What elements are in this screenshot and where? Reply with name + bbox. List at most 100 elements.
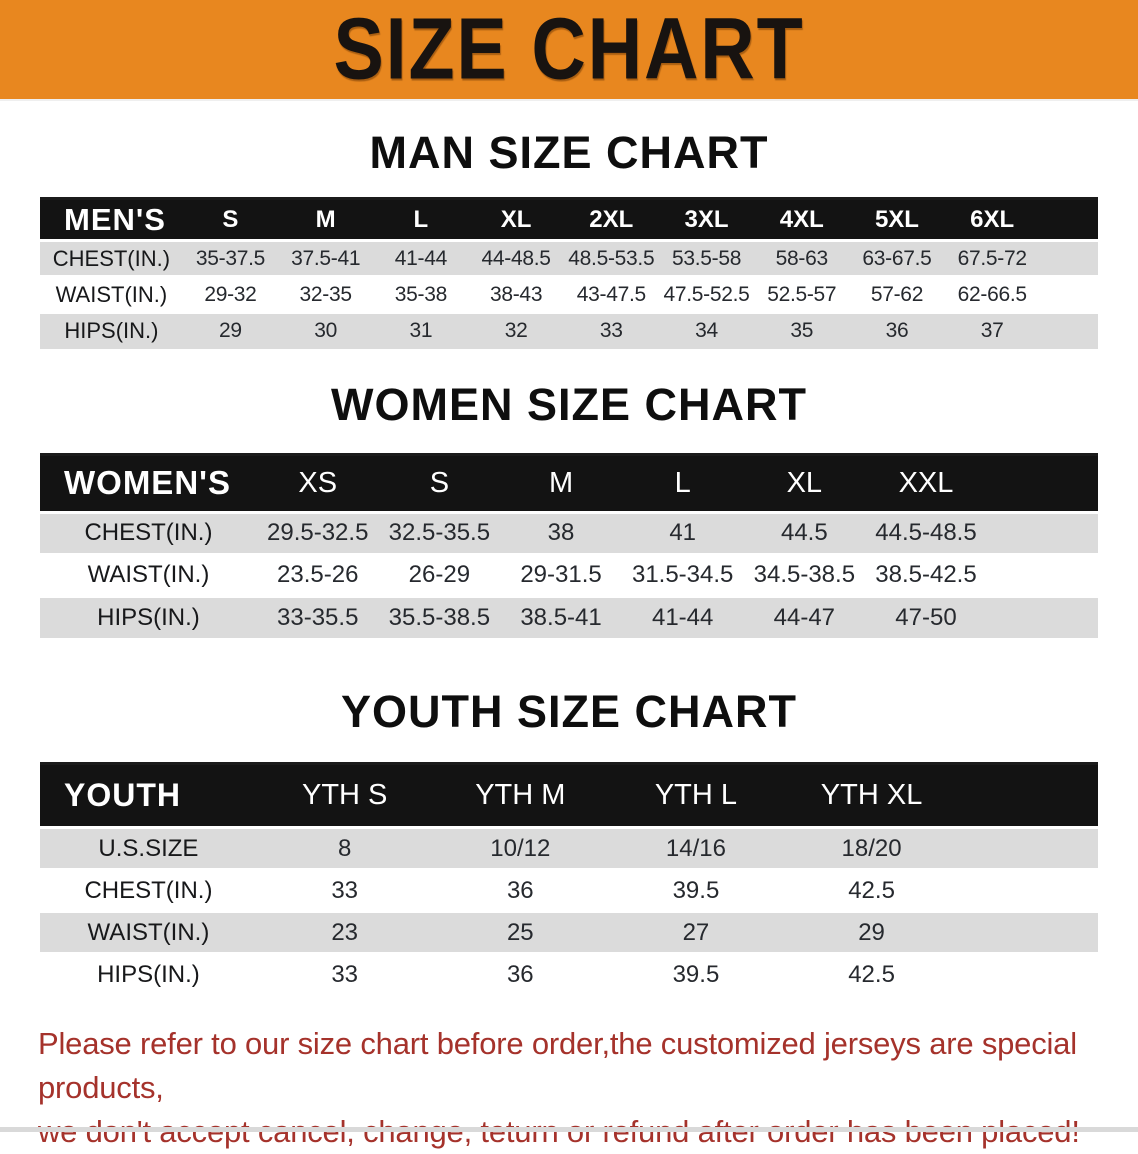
size-value-cell: 44-47	[773, 603, 836, 631]
column-header: XL	[743, 452, 866, 513]
table-corner-label: WOMEN'S	[40, 452, 257, 513]
size-value-cell: 63-67.5	[862, 246, 932, 270]
table-row: HIPS(IN.) 33-35.5 35.5-38.5 38.5-41 41-44 44-…	[40, 596, 1098, 638]
size-value-cell: 29-31.5	[520, 561, 602, 588]
size-value-cell: 34	[695, 319, 718, 343]
size-value-cell: 42.5	[848, 961, 895, 989]
section-heading-youth: YOUTH SIZE CHART	[340, 686, 797, 737]
row-filler-cell	[1040, 277, 1098, 313]
size-value-cell: 27	[682, 918, 710, 946]
size-value-cell: 38	[547, 519, 575, 546]
size-value-cell: 57-62	[870, 282, 924, 306]
section-heading-women: WOMEN SIZE CHART	[331, 378, 807, 430]
size-value-cell: 39.5	[672, 961, 720, 989]
size-value-cell: 31.5-34.5	[631, 561, 734, 588]
size-value-cell: 38.5-42.5	[875, 561, 977, 588]
size-value-cell: 32-35	[299, 282, 353, 306]
header-filler-cell	[1039, 197, 1098, 242]
column-header: 5XL	[849, 197, 945, 242]
size-value-cell: 41-44	[651, 603, 714, 631]
row-label: WAIST(IN.)	[87, 561, 210, 588]
column-header: 4XL	[754, 197, 850, 242]
size-value-cell: 10/12	[490, 834, 551, 862]
size-value-cell: 32.5-35.5	[388, 519, 491, 546]
column-header: S	[378, 452, 501, 513]
size-value-cell: 47-50	[895, 603, 957, 631]
size-value-cell: 52.5-57	[767, 282, 837, 306]
row-filler-cell	[987, 554, 1098, 596]
bottom-edge-strip	[0, 1127, 1138, 1132]
column-header: YTH L	[608, 762, 784, 829]
size-value-cell: 42.5	[848, 876, 895, 904]
size-value-cell: 38-43	[489, 282, 543, 306]
size-value-cell: 35	[790, 319, 814, 343]
size-value-cell: 36	[506, 961, 534, 989]
row-filler-cell	[959, 828, 1098, 870]
column-header: 3XL	[658, 197, 755, 242]
size-value-cell: 62-66.5	[957, 282, 1027, 306]
size-value-cell: 23.5-26	[277, 561, 359, 588]
row-label: HIPS(IN.)	[97, 961, 200, 989]
women-size-table: WOMEN'S XS S M L XL XXL CHEST(IN.) 29.5-32.5 32.…	[40, 452, 1098, 638]
row-filler-cell	[987, 512, 1098, 554]
table-row: CHEST(IN.) 33 36 39.5 42.5	[40, 869, 1098, 912]
section-heading-men: MAN SIZE CHART	[369, 127, 769, 178]
size-value-cell: 33-35.5	[277, 603, 359, 631]
size-value-cell: 36	[885, 319, 909, 343]
row-label: HIPS(IN.)	[97, 603, 200, 631]
size-value-cell: 48.5-53.5	[568, 246, 655, 270]
size-value-cell: 35-38	[394, 282, 448, 306]
size-value-cell: 39.5	[672, 876, 720, 904]
size-value-cell: 38.5-41	[520, 603, 602, 631]
table-row: HIPS(IN.) 33 36 39.5 42.5	[40, 953, 1098, 996]
table-row: U.S.SIZE 8 10/12 14/16 18/20	[40, 827, 1098, 870]
column-header: XS	[256, 452, 379, 513]
table-header-row: YOUTH YTH S YTH M YTH L YTH XL	[40, 762, 1098, 829]
size-value-cell: 8	[338, 834, 352, 862]
size-value-cell: 35.5-38.5	[388, 603, 491, 631]
size-value-cell: 47.5-52.5	[663, 282, 750, 306]
size-value-cell: 25	[506, 918, 534, 946]
column-header: M	[500, 452, 622, 513]
table-row: HIPS(IN.) 29 30 31 32 33 34 35 36 37	[40, 312, 1098, 349]
size-value-cell: 58-63	[775, 246, 829, 270]
size-value-cell: 33	[599, 319, 623, 343]
section-men: MAN SIZE CHART MEN'S S M L XL 2XL 3XL 4XL 5XL 6XL…	[0, 127, 1138, 349]
header-filler-cell	[986, 452, 1098, 513]
column-header: XL	[468, 197, 564, 242]
column-header: L	[621, 452, 744, 513]
size-value-cell: 35-37.5	[195, 246, 265, 270]
size-value-cell: 18/20	[841, 834, 902, 862]
size-value-cell: 53.5-58	[671, 246, 742, 270]
column-header: YTH M	[432, 762, 609, 829]
youth-size-table: YOUTH YTH S YTH M YTH L YTH XL U.S.SIZE 8 10/1…	[40, 762, 1098, 996]
disclaimer-line-1: Please refer to our size chart before or…	[38, 1025, 1077, 1105]
row-filler-cell	[1040, 313, 1098, 349]
column-header: 6XL	[944, 197, 1040, 242]
size-value-cell: 29-32	[204, 282, 257, 306]
size-value-cell: 33	[331, 961, 359, 989]
size-value-cell: 44.5-48.5	[875, 519, 977, 546]
size-value-cell: 14/16	[665, 834, 726, 862]
section-women: WOMEN SIZE CHART WOMEN'S XS S M L XL XXL CHEST…	[0, 378, 1138, 638]
row-label: CHEST(IN.)	[84, 876, 213, 904]
row-filler-cell	[959, 954, 1098, 996]
column-header: L	[373, 197, 469, 242]
size-value-cell: 34.5-38.5	[753, 561, 856, 588]
size-value-cell: 37.5-41	[291, 246, 361, 270]
men-size-table: MEN'S S M L XL 2XL 3XL 4XL 5XL 6XL CHEST(IN.) 35-3…	[40, 197, 1098, 349]
size-value-cell: 30	[314, 319, 338, 343]
size-value-cell: 67.5-72	[957, 246, 1027, 270]
table-row: CHEST(IN.) 35-37.5 37.5-41 41-44 44-48.5 48.5…	[40, 240, 1098, 277]
size-value-cell: 29.5-32.5	[267, 519, 369, 546]
size-value-cell: 44-48.5	[481, 246, 551, 270]
row-label: HIPS(IN.)	[64, 318, 159, 344]
column-header: XXL	[865, 452, 987, 513]
column-header: YTH XL	[783, 762, 960, 829]
row-label: U.S.SIZE	[98, 834, 199, 862]
row-filler-cell	[959, 870, 1098, 912]
size-value-cell: 29	[858, 918, 885, 946]
table-corner-label: MEN'S	[40, 197, 183, 242]
banner-title: SIZE CHART	[333, 0, 805, 98]
size-value-cell: 41	[669, 519, 697, 546]
